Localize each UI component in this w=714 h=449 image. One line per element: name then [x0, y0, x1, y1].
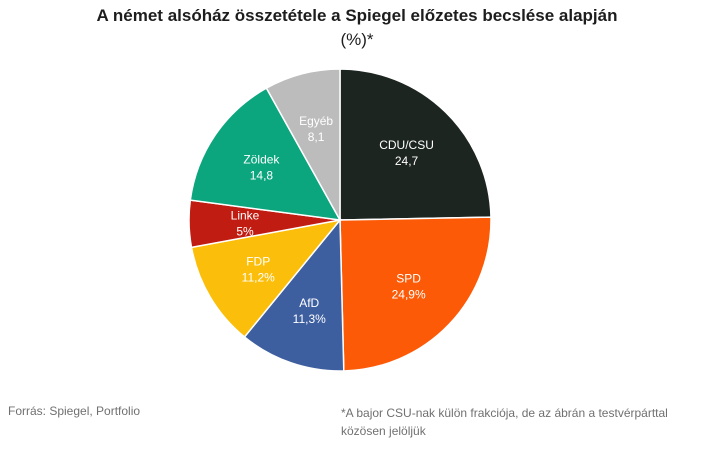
slice-label-linke: Linke	[231, 208, 260, 222]
pie-slice-zoldek	[189, 87, 342, 221]
source-note: Forrás: Spiegel, Portfolio	[8, 404, 141, 418]
slice-value-spd: 24,9%	[392, 288, 426, 302]
slice-label-fdp: FDP	[246, 254, 270, 268]
footnote: *A bajor CSU-nak külön frakciója, de az …	[341, 406, 668, 438]
pie-slice-afd	[243, 217, 345, 372]
slice-value-egyeb: 8,1	[308, 130, 325, 144]
pie-slice-spd	[339, 216, 492, 372]
pie-chart: CDU/CSU 24,7 SPD 24,9% AfD 11,3% FDP 11,2% Linke…	[188, 68, 492, 372]
slice-value-zoldek: 14,8	[250, 169, 274, 183]
slice-value-cdu-csu: 24,7	[395, 154, 419, 168]
pie-slice-egyeb	[265, 68, 341, 223]
slice-value-fdp: 11,2%	[242, 270, 275, 284]
pie-slice-cdu-csu	[339, 68, 492, 221]
slice-label-egyeb: Egyéb	[299, 114, 333, 128]
pie-slices	[188, 68, 492, 372]
slice-label-afd: AfD	[299, 296, 319, 310]
slice-label-spd: SPD	[396, 272, 421, 286]
slice-label-zoldek: Zöldek	[243, 153, 280, 167]
slice-label-cdu-csu: CDU/CSU	[379, 138, 434, 152]
chart-subtitle: (%)*	[340, 30, 374, 49]
pie-labels: CDU/CSU 24,7 SPD 24,9% AfD 11,3% FDP 11,2% Linke…	[231, 114, 434, 326]
slice-value-linke: 5%	[236, 224, 254, 238]
pie-slice-fdp	[190, 218, 342, 339]
chart-title: A német alsóház összetétele a Spiegel el…	[96, 6, 618, 25]
slice-value-afd: 11,3%	[293, 312, 326, 326]
